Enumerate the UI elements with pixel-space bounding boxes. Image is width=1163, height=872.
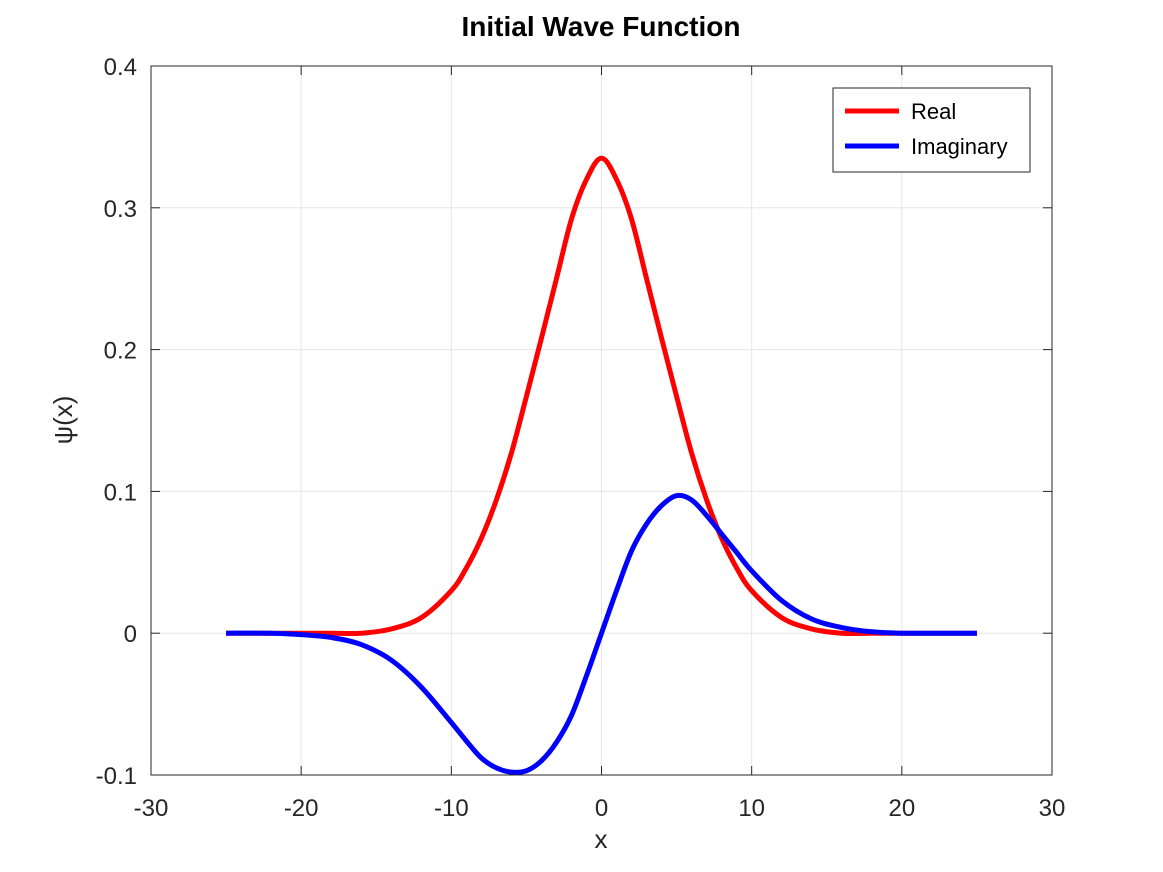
- y-tick-label: 0.3: [104, 196, 137, 223]
- series-group: [226, 155, 977, 775]
- x-tick-label: 30: [1039, 795, 1066, 822]
- x-tick-label: -20: [284, 795, 319, 822]
- chart-title: Initial Wave Function: [462, 11, 741, 42]
- x-tick-label: -30: [134, 795, 169, 822]
- series-line-real: [226, 155, 977, 637]
- legend: Real Imaginary: [832, 87, 1031, 173]
- y-tick-label: 0.4: [104, 54, 137, 81]
- x-tick-label: -10: [434, 795, 469, 822]
- x-tick-label: 10: [738, 795, 765, 822]
- y-axis-label: ψ(x): [48, 396, 78, 445]
- x-axis-label: x: [595, 824, 608, 854]
- y-tick-label: 0.2: [104, 338, 137, 365]
- y-tick-label: 0.1: [104, 479, 137, 506]
- legend-box: [832, 87, 1031, 173]
- x-tick-label: 20: [888, 795, 915, 822]
- x-tick-labels: -30 -20 -10 0 10 20 30: [134, 795, 1066, 822]
- plot-area: [150, 65, 1053, 776]
- y-tick-label: -0.1: [96, 763, 137, 790]
- legend-label-real: Real: [911, 99, 956, 124]
- series-line-imaginary: [226, 492, 977, 775]
- legend-label-imaginary: Imaginary: [911, 134, 1008, 159]
- x-tick-label: 0: [595, 795, 608, 822]
- tick-marks: [150, 65, 1053, 776]
- y-tick-labels: -0.1 0 0.1 0.2 0.3 0.4: [96, 54, 137, 790]
- y-tick-label: 0: [124, 621, 137, 648]
